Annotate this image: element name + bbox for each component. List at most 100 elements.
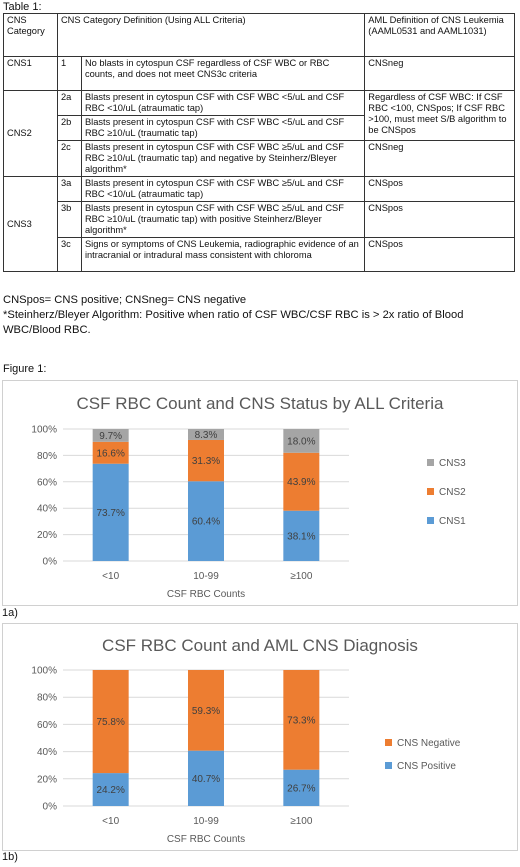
subcategory-cell: 2a [56, 90, 82, 116]
bar-segment-cns1 [188, 481, 224, 561]
aml-cell: CNSpos [364, 237, 515, 272]
bar-segment-cns-negative [283, 670, 320, 770]
bar-segment-cns-positive [188, 750, 224, 806]
data-label: 26.7% [287, 783, 315, 794]
legend-label: CNS2 [439, 487, 466, 498]
x-tick-label: <10 [102, 816, 119, 827]
abbreviation-note: CNSpos= CNS positive; CNSneg= CNS negati… [3, 294, 247, 306]
bar-segment-cns1 [92, 463, 129, 561]
chart-1b-container: CSF RBC Count and AML CNS Diagnosis 0% 20%… [2, 623, 518, 851]
table-title: Table 1: [3, 1, 42, 13]
subcategory-cell: 3c [56, 237, 82, 272]
data-label: 9.7% [99, 431, 122, 442]
panel-label-1a: 1a) [2, 607, 18, 619]
header-aml-definition: AML Definition of CNS Leukemia (AAML0531… [364, 13, 515, 57]
legend-swatch [427, 488, 434, 495]
x-axis-label: CSF RBC Counts [167, 834, 245, 845]
aml-cell: Regardless of CSF WBC: If CSF RBC <100, … [364, 90, 515, 141]
chart-1a: CSF RBC Count and CNS Status by ALL Crit… [31, 394, 466, 600]
subcategory-cell: 3a [56, 176, 82, 202]
bar-segment-cns3 [188, 429, 224, 440]
bar-segment-cns-negative [188, 670, 224, 751]
aml-cell: CNSpos [364, 176, 515, 202]
y-tick-label: 60% [37, 720, 57, 731]
chart-1a-container: CSF RBC Count and CNS Status by ALL Crit… [2, 380, 518, 606]
bar-segment-cns-positive [92, 773, 129, 806]
data-label: 73.3% [287, 715, 315, 726]
definition-cell: Signs or symptoms of CNS Leukemia, radio… [80, 237, 366, 272]
table-row: 3b Blasts present in cytospun CSF with C… [4, 201, 515, 238]
data-label: 24.2% [96, 785, 124, 796]
data-label: 8.3% [195, 430, 218, 441]
bar-segment-cns3 [283, 429, 320, 453]
category-cell: CNS3 [3, 176, 58, 272]
panel-label-1b: 1b) [2, 851, 18, 863]
x-axis-label: CSF RBC Counts [167, 589, 245, 600]
y-tick-label: 0% [43, 802, 58, 813]
bar-segment-cns2 [188, 439, 224, 482]
aml-cell: CNSneg [364, 56, 515, 91]
legend-swatch [427, 459, 434, 466]
data-label: 18.0% [287, 436, 315, 447]
chart-1b: CSF RBC Count and AML CNS Diagnosis 0% 20%… [31, 636, 461, 845]
bar-segment-cns-negative [92, 670, 129, 774]
header-cns-category: CNS Category [3, 13, 58, 57]
table-row: CNS2 2a Blasts present in cytospun CSF w… [3, 90, 515, 177]
definition-cell: Blasts present in cytospun CSF with CSF … [80, 201, 366, 238]
table-row: CNS3 3a Blasts present in cytospun CSF w… [3, 176, 515, 272]
cns-category-table: CNS Category CNS Category Definition (Us… [3, 13, 515, 272]
subcategory-cell: 1 [56, 56, 82, 91]
x-tick-label: ≥100 [290, 571, 313, 582]
figure-title: Figure 1: [3, 363, 47, 375]
y-tick-label: 100% [31, 666, 57, 677]
y-tick-label: 100% [31, 425, 57, 436]
x-tick-label: <10 [102, 571, 119, 582]
subcategory-cell: 2c [56, 140, 82, 177]
subcategory-cell: 2b [56, 115, 82, 141]
legend-swatch [385, 739, 392, 746]
definition-cell: Blasts present in cytospun CSF with CSF … [80, 140, 366, 177]
table-row: 3c Signs or symptoms of CNS Leukemia, ra… [4, 237, 515, 272]
legend-swatch [427, 517, 434, 524]
x-tick-label: 10-99 [193, 571, 219, 582]
header-definition: CNS Category Definition (Using ALL Crite… [56, 13, 366, 57]
y-tick-label: 20% [37, 774, 57, 785]
y-tick-label: 60% [37, 477, 57, 488]
data-label: 59.3% [192, 706, 220, 717]
y-tick-label: 80% [37, 451, 57, 462]
data-label: 43.9% [287, 477, 315, 488]
x-tick-label: ≥100 [290, 816, 313, 827]
data-label: 38.1% [287, 531, 315, 542]
definition-cell: Blasts present in cytospun CSF with CSF … [80, 115, 366, 141]
definition-cell: No blasts in cytospun CSF regardless of … [80, 56, 366, 91]
definition-cell: Blasts present in cytospun CSF with CSF … [80, 176, 366, 202]
data-label: 31.3% [192, 456, 220, 467]
bar-segment-cns2 [283, 452, 320, 511]
chart-title: CSF RBC Count and AML CNS Diagnosis [102, 636, 418, 655]
legend-label: CNS3 [439, 458, 466, 469]
bar-segment-cns3 [92, 429, 129, 442]
data-label: 60.4% [192, 517, 220, 528]
aml-cell: CNSneg [364, 140, 515, 177]
y-tick-label: 40% [37, 747, 57, 758]
table-header-row: CNS Category CNS Category Definition (Us… [3, 13, 515, 57]
table-row: CNS1 1 No blasts in cytospun CSF regardl… [3, 56, 515, 91]
category-cell: CNS1 [3, 56, 58, 91]
y-tick-label: 80% [37, 693, 57, 704]
y-tick-label: 40% [37, 504, 57, 515]
legend-label: CNS Positive [397, 761, 456, 772]
x-tick-label: 10-99 [193, 816, 219, 827]
data-label: 75.8% [96, 717, 124, 728]
legend-swatch [385, 762, 392, 769]
definition-cell: Blasts present in cytospun CSF with CSF … [80, 90, 366, 116]
table-notes: CNSpos= CNS positive; CNSneg= CNS negati… [3, 293, 520, 338]
bar-segment-cns1 [283, 510, 320, 561]
algorithm-footnote: *Steinherz/Bleyer Algorithm: Positive wh… [3, 309, 464, 336]
category-cell: CNS2 [3, 90, 58, 177]
legend-label: CNS Negative [397, 738, 461, 749]
y-tick-label: 0% [43, 557, 58, 568]
legend-label: CNS1 [439, 516, 466, 527]
data-label: 16.6% [96, 448, 124, 459]
y-tick-label: 20% [37, 530, 57, 541]
subcategory-cell: 3b [56, 201, 82, 238]
